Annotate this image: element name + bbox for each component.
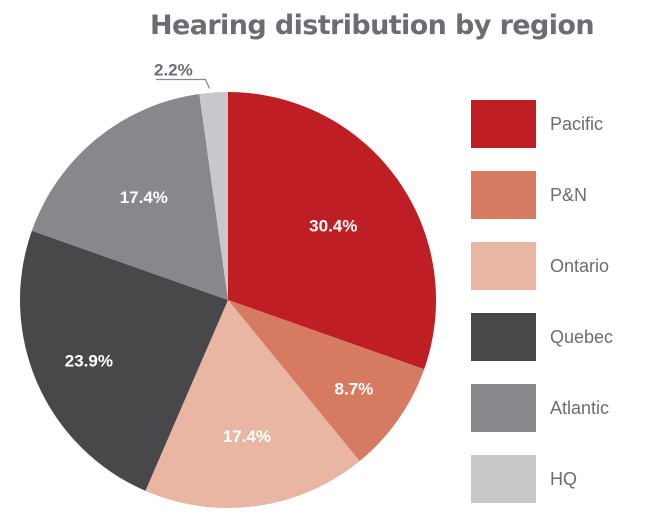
chart-title: Hearing distribution by region — [150, 10, 595, 41]
legend-item-atlantic: Atlantic — [471, 384, 613, 432]
legend-label: Atlantic — [550, 397, 610, 418]
pie-slice-pn — [228, 300, 425, 462]
slice-value-label: 17.4% — [120, 188, 168, 207]
slice-value-label: 17.4% — [223, 427, 271, 446]
legend-swatch — [471, 171, 536, 219]
legend-swatch — [471, 313, 536, 361]
legend-label: Pacific — [550, 113, 604, 134]
slice-callout-label: 2.2% — [154, 61, 193, 80]
pie-slices — [19, 92, 436, 509]
pie-slice-atlantic — [31, 93, 228, 300]
legend-swatch — [471, 455, 536, 503]
pie-slice-pacific — [228, 92, 436, 370]
legend-item-pacific: Pacific — [471, 100, 613, 148]
legend-label: HQ — [550, 468, 577, 489]
slice-value-label: 23.9% — [65, 352, 113, 371]
legend-item-quebec: Quebec — [471, 313, 613, 361]
callout-line — [156, 78, 211, 89]
pie-slice-hq — [199, 92, 228, 300]
legend-item-ontario: Ontario — [471, 242, 613, 290]
legend-swatch — [471, 242, 536, 290]
slice-value-label: 8.7% — [335, 380, 374, 399]
legend-label: Quebec — [550, 326, 614, 347]
legend-item-hq: HQ — [471, 455, 613, 503]
legend-swatch — [471, 100, 536, 148]
legend-label: Ontario — [550, 255, 610, 276]
legend: Pacific P&N Ontario Quebec Atlantic HQ — [471, 100, 613, 526]
slice-labels: 30.4% 8.7% 17.4% 23.9% 17.4% 2.2% — [65, 61, 374, 446]
legend-swatch — [471, 384, 536, 432]
slice-value-label: 30.4% — [309, 217, 357, 236]
legend-label: P&N — [550, 184, 588, 205]
pie-slice-quebec — [19, 230, 229, 491]
pie-slice-ontario — [145, 300, 360, 509]
legend-item-pn: P&N — [471, 171, 613, 219]
